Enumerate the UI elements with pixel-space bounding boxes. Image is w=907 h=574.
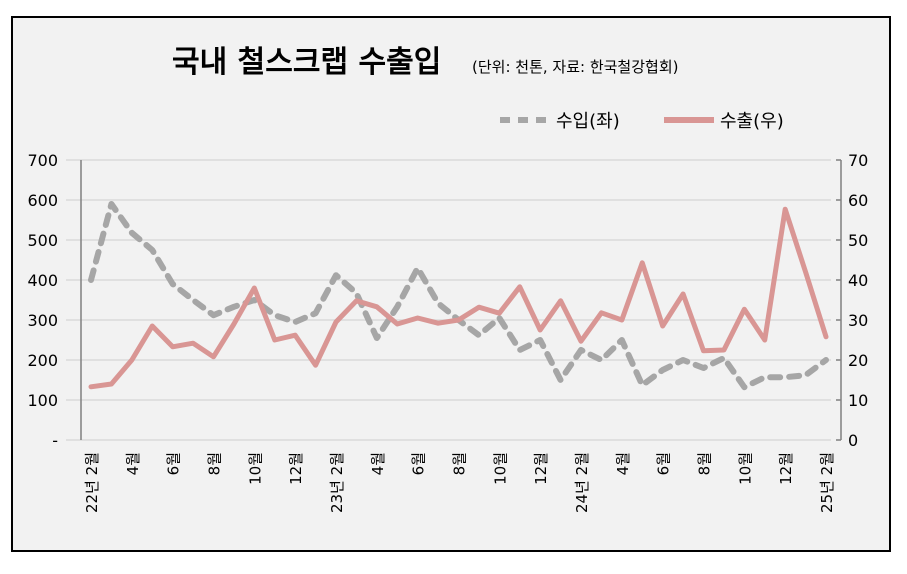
x-axis-tick: 8월 [451, 452, 469, 475]
x-axis-tick: 4월 [369, 452, 387, 475]
x-axis-tick: 8월 [206, 452, 224, 475]
x-axis-tick: 25년 2월 [818, 452, 836, 513]
right-axis-tick: 0 [848, 431, 858, 450]
x-axis-tick: 24년 2월 [573, 452, 591, 513]
x-axis-tick: 6월 [655, 452, 673, 475]
right-axis-tick: 60 [848, 191, 868, 210]
x-axis-tick: 10월 [491, 452, 509, 485]
right-axis-tick: 70 [848, 151, 868, 170]
left-axis-tick: 700 [27, 151, 58, 170]
right-axis-tick: 40 [848, 271, 868, 290]
x-axis-tick: 8월 [696, 452, 714, 475]
x-axis-tick: 12월 [777, 452, 795, 485]
x-axis-tick: 12월 [532, 452, 550, 485]
right-axis-tick: 10 [848, 391, 868, 410]
x-axis-tick: 22년 2월 [83, 452, 101, 513]
x-axis-tick: 6월 [165, 452, 183, 475]
right-axis-tick: 20 [848, 351, 868, 370]
x-axis-tick: 10월 [246, 452, 264, 485]
chart-title: 국내 철스크랩 수출입 [172, 45, 441, 80]
x-axis-tick: 6월 [410, 452, 428, 475]
x-axis-tick: 4월 [614, 452, 632, 475]
legend-label: 수출(우) [720, 111, 784, 132]
chart-frame [11, 16, 891, 552]
left-axis-tick: 600 [27, 191, 58, 210]
right-axis-tick: 50 [848, 231, 868, 250]
left-axis-tick: 300 [27, 311, 58, 330]
left-axis-tick: 100 [27, 391, 58, 410]
x-axis-tick: 10월 [736, 452, 754, 485]
left-axis-tick: 200 [27, 351, 58, 370]
right-axis-tick: 30 [848, 311, 868, 330]
x-axis-tick: 4월 [124, 452, 142, 475]
left-axis-tick: 500 [27, 231, 58, 250]
chart-subtitle: (단위: 천톤, 자료: 한국철강협회) [472, 58, 679, 76]
x-axis-tick: 12월 [287, 452, 305, 485]
legend-label: 수입(좌) [556, 111, 620, 132]
left-axis-tick: - [52, 431, 58, 450]
left-axis-tick: 400 [27, 271, 58, 290]
x-axis-tick: 23년 2월 [328, 452, 346, 513]
